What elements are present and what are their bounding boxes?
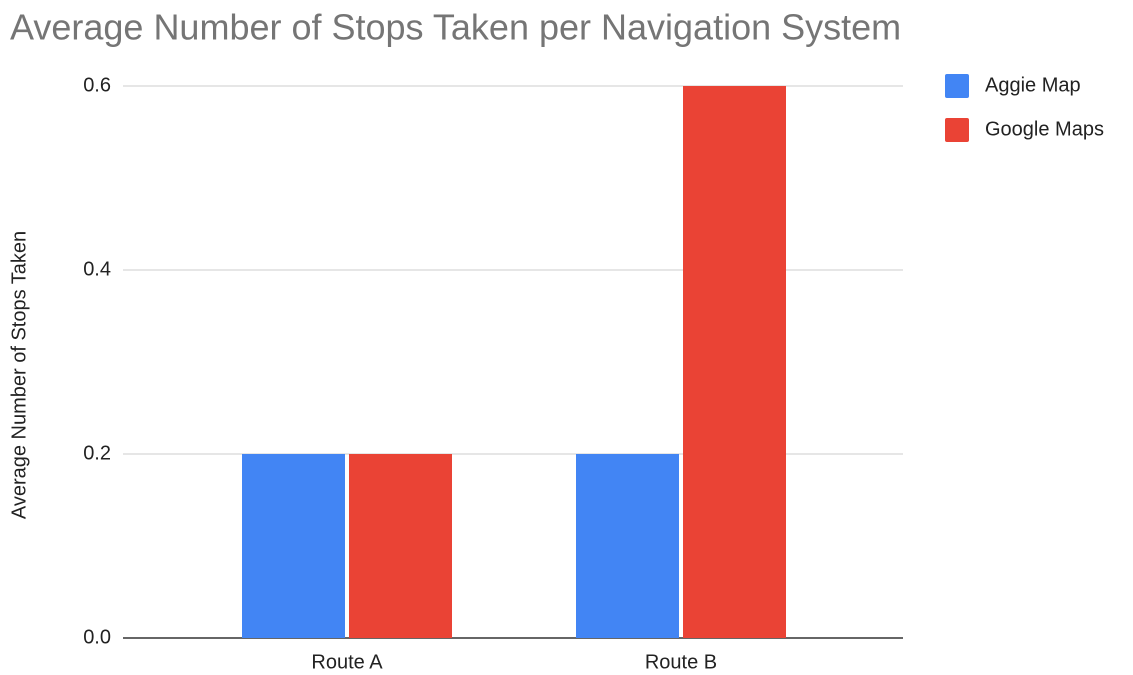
bar: [683, 86, 786, 638]
legend-swatch: [945, 118, 969, 142]
x-tick-label: Route B: [645, 651, 717, 673]
legend-label: Aggie Map: [985, 74, 1081, 96]
legend-swatch: [945, 74, 969, 98]
bar: [242, 454, 345, 638]
y-axis-label: Average Number of Stops Taken: [8, 231, 30, 519]
bar: [576, 454, 679, 638]
bar: [349, 454, 452, 638]
x-tick-label: Route A: [311, 651, 383, 673]
legend-label: Google Maps: [985, 118, 1104, 140]
y-tick-label: 0.2: [83, 442, 111, 464]
y-tick-label: 0.6: [83, 74, 111, 96]
chart-title: Average Number of Stops Taken per Naviga…: [10, 7, 901, 48]
y-tick-label: 0.0: [83, 626, 111, 648]
y-tick-label: 0.4: [83, 258, 111, 280]
